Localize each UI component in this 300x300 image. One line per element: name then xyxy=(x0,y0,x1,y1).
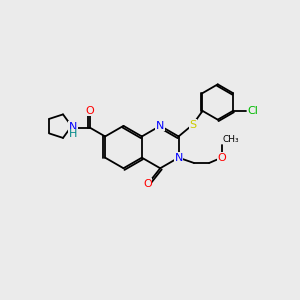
Text: S: S xyxy=(189,120,196,130)
Text: Cl: Cl xyxy=(248,106,259,116)
Text: CH₃: CH₃ xyxy=(222,134,239,143)
Text: O: O xyxy=(217,153,226,163)
Text: H: H xyxy=(69,129,77,139)
Text: N: N xyxy=(174,153,183,163)
Text: O: O xyxy=(85,106,94,116)
Text: O: O xyxy=(143,179,152,189)
Text: N: N xyxy=(156,121,164,131)
Text: N: N xyxy=(69,122,77,132)
